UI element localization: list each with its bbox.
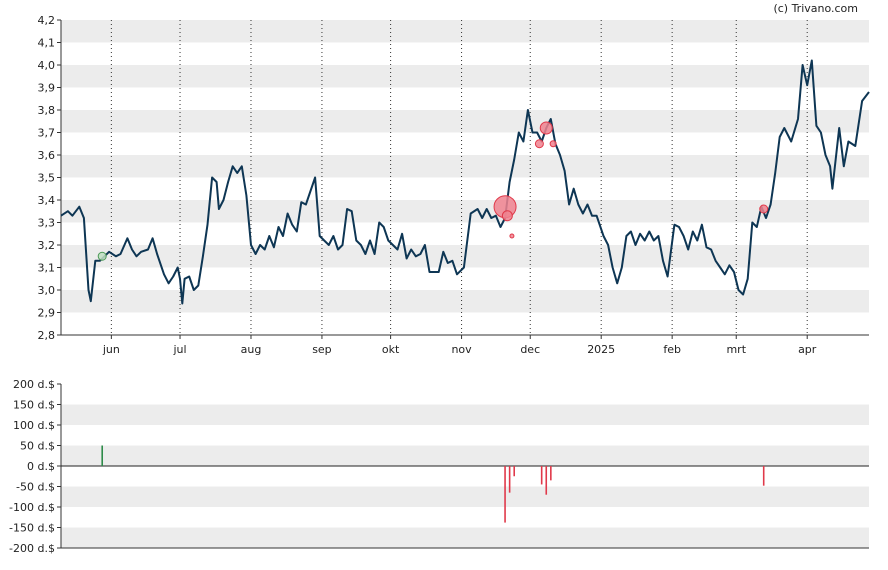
trade-marker bbox=[97, 251, 107, 261]
volume-panel: 200 d.$ 150 d.$ 100 d.$ 50 d.$ 0 d.$ -50 d.$ -… bbox=[9, 378, 869, 555]
x-tick-label: okt bbox=[382, 343, 400, 356]
y-tick-label: -200 d.$ bbox=[9, 542, 55, 555]
y-tick-label: 2,9 bbox=[38, 307, 56, 320]
y-tick-label: 3,6 bbox=[38, 149, 56, 162]
x-tick-label: feb bbox=[663, 343, 681, 356]
volume-band bbox=[61, 486, 869, 507]
price-panel: jun jul aug sep okt nov dec 2025 feb mrt apr 2,8 2,9… bbox=[38, 14, 870, 356]
volume-band bbox=[61, 404, 869, 425]
credit-label: (c) Trivano.com bbox=[773, 2, 858, 15]
x-tick-label: apr bbox=[798, 343, 817, 356]
trade-marker bbox=[509, 233, 515, 239]
trade-marker bbox=[759, 204, 769, 214]
y-tick-label: 0 d.$ bbox=[27, 460, 55, 473]
y-tick-label: 4,2 bbox=[38, 14, 56, 27]
y-tick-label: 3,5 bbox=[38, 172, 56, 185]
price-band bbox=[61, 65, 869, 88]
y-tick-label: -150 d.$ bbox=[9, 522, 55, 535]
y-tick-label: 3,1 bbox=[38, 262, 56, 275]
volume-band bbox=[61, 527, 869, 548]
y-tick-label: 4,1 bbox=[38, 37, 56, 50]
x-tick-label: nov bbox=[451, 343, 472, 356]
volume-band bbox=[61, 445, 869, 466]
price-line bbox=[60, 59, 870, 305]
y-tick-label: 150 d.$ bbox=[13, 399, 55, 412]
x-tick-label: jul bbox=[172, 343, 186, 356]
y-tick-label: -50 d.$ bbox=[16, 481, 55, 494]
price-band bbox=[61, 155, 869, 178]
y-tick-label: 50 d.$ bbox=[20, 440, 55, 453]
y-tick-label: 3,8 bbox=[38, 104, 56, 117]
x-tick-label: mrt bbox=[726, 343, 746, 356]
price-band bbox=[61, 200, 869, 223]
y-tick-label: 3,4 bbox=[38, 194, 56, 207]
x-tick-label: dec bbox=[520, 343, 540, 356]
price-band bbox=[61, 290, 869, 313]
y-tick-label: 3,9 bbox=[38, 82, 56, 95]
y-tick-label: 3,3 bbox=[38, 217, 56, 230]
price-band bbox=[61, 20, 869, 43]
y-tick-label: 2,8 bbox=[38, 329, 56, 342]
x-tick-label: aug bbox=[241, 343, 262, 356]
y-tick-label: 3,0 bbox=[38, 284, 56, 297]
x-tick-label: sep bbox=[312, 343, 331, 356]
x-tick-label: 2025 bbox=[587, 343, 615, 356]
y-tick-label: 100 d.$ bbox=[13, 419, 55, 432]
y-tick-label: 3,7 bbox=[38, 127, 56, 140]
trade-marker bbox=[501, 210, 513, 222]
trade-marker bbox=[549, 140, 557, 148]
price-band bbox=[61, 110, 869, 133]
x-tick-label: jun bbox=[102, 343, 120, 356]
trade-marker bbox=[534, 139, 544, 149]
y-tick-label: -100 d.$ bbox=[9, 501, 55, 514]
y-tick-label: 3,2 bbox=[38, 239, 56, 252]
y-tick-label: 200 d.$ bbox=[13, 378, 55, 391]
trade-marker bbox=[539, 121, 553, 135]
y-tick-label: 4,0 bbox=[38, 59, 56, 72]
